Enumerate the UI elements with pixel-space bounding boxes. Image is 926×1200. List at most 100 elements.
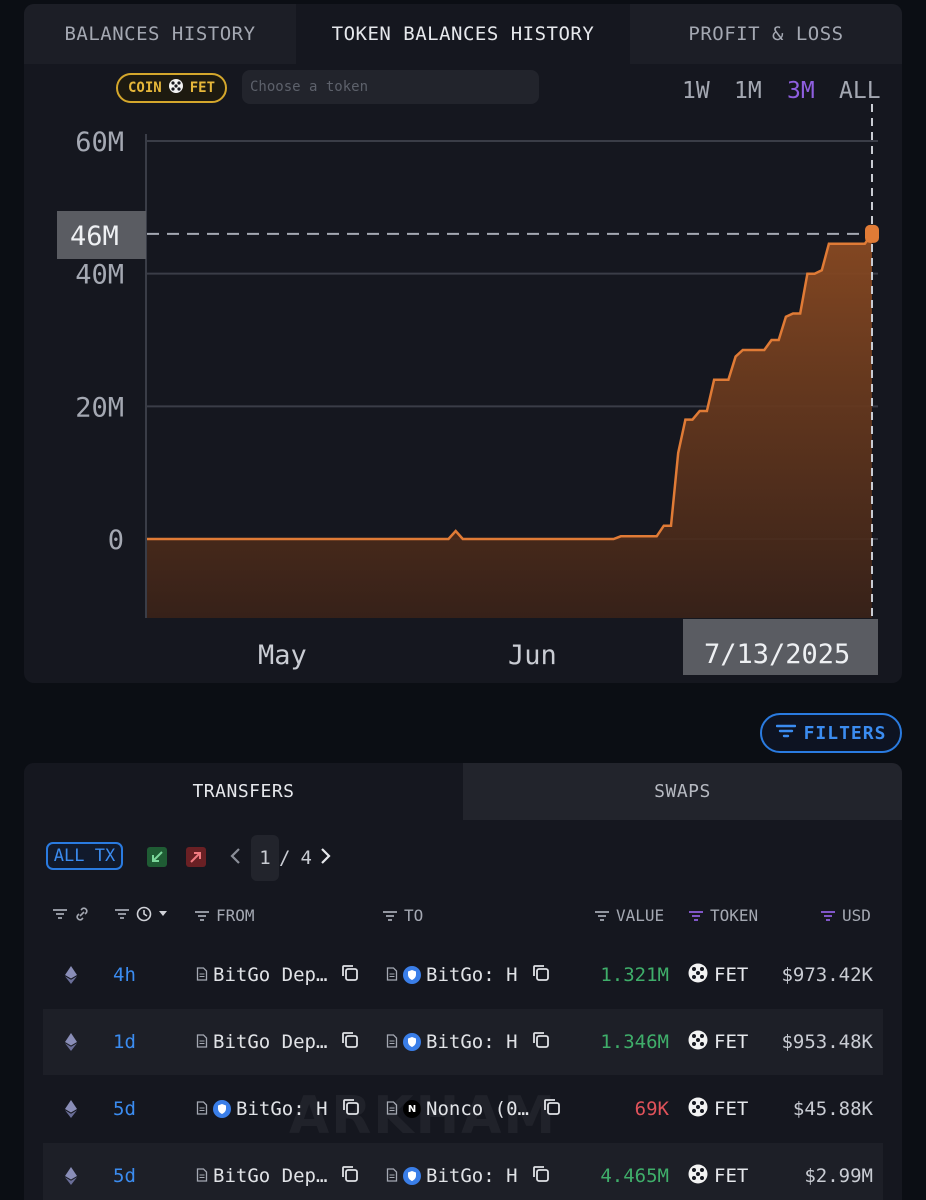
range-3m[interactable]: 3M — [787, 78, 815, 104]
ethereum-icon — [65, 1009, 77, 1075]
from-address-label: BitGo Dep… — [213, 1031, 328, 1053]
fet-token-icon — [688, 963, 708, 988]
contract-icon — [196, 1098, 208, 1120]
y-tick-label: 40M — [75, 260, 124, 291]
from-column-header[interactable]: FROM — [194, 906, 255, 925]
chevron-right-icon[interactable] — [320, 847, 332, 870]
copy-icon[interactable] — [341, 1097, 361, 1122]
table-row[interactable]: 4h BitGo Dep… BitGo: H 1.321M FET $973.42K — [43, 942, 883, 1008]
token-symbol: FET — [714, 1165, 749, 1187]
entity-shield-icon — [403, 1167, 421, 1185]
contract-icon — [196, 964, 208, 986]
token-search-input[interactable] — [242, 70, 539, 104]
table-row[interactable]: 5d BitGo: H N Nonco (0… 69K FET $45.88K — [43, 1076, 883, 1142]
to-column-header[interactable]: TO — [382, 906, 423, 925]
usd-column-header[interactable]: USD — [820, 906, 871, 925]
token-cell[interactable]: FET — [688, 1009, 748, 1075]
ethereum-icon — [65, 1076, 77, 1142]
total-pages: 4 — [300, 847, 312, 869]
token-symbol: FET — [714, 1098, 749, 1120]
contract-icon — [196, 1031, 208, 1053]
balance-area — [147, 233, 872, 618]
filters-button[interactable]: FILTERS — [760, 713, 902, 753]
tab-transfers[interactable]: TRANSFERS — [24, 763, 463, 820]
x-label-may: May — [258, 640, 307, 671]
to-address-label: BitGo: H — [426, 1031, 518, 1053]
to-address[interactable]: BitGo: H — [386, 1009, 551, 1075]
tab-swaps[interactable]: SWAPS — [463, 763, 902, 820]
pagination: 1 / 4 — [229, 835, 332, 881]
to-address-label: BitGo: H — [426, 1165, 518, 1187]
from-address-label: BitGo Dep… — [213, 964, 328, 986]
range-1w[interactable]: 1W — [682, 78, 710, 104]
table-row[interactable]: 5d BitGo Dep… BitGo: H 4.465M FET $2.99M — [43, 1143, 883, 1200]
table-row[interactable]: 1d BitGo Dep… BitGo: H 1.346M FET $953.48K — [43, 1009, 883, 1075]
token-cell[interactable]: FET — [688, 1076, 748, 1142]
from-address-label: BitGo: H — [236, 1098, 328, 1120]
usd-value: $953.48K — [781, 1031, 873, 1053]
tx-age-link[interactable]: 4h — [113, 964, 136, 986]
outflow-filter-icon[interactable] — [186, 847, 206, 867]
to-address[interactable]: N Nonco (0… — [386, 1076, 562, 1142]
copy-icon[interactable] — [531, 1164, 551, 1189]
balance-line — [147, 233, 874, 541]
tab-profit-loss[interactable]: PROFIT & LOSS — [630, 4, 902, 64]
token-cell[interactable]: FET — [688, 1143, 748, 1200]
token-header-label: TOKEN — [710, 906, 759, 925]
entity-shield-icon — [403, 966, 421, 984]
to-header-label: TO — [404, 906, 424, 925]
range-all[interactable]: ALL — [839, 78, 881, 104]
transfer-tabs: TRANSFERS SWAPS — [24, 763, 902, 820]
from-address[interactable]: BitGo Dep… — [196, 942, 360, 1008]
filter-icon — [115, 909, 129, 919]
hover-value-label: 46M — [70, 221, 119, 252]
transfer-value: 4.465M — [600, 1165, 669, 1187]
link-column-header[interactable] — [52, 906, 90, 922]
filter-icon — [53, 909, 67, 919]
chevron-left-icon[interactable] — [229, 847, 251, 870]
tab-token-balances-history[interactable]: TOKEN BALANCES HISTORY — [296, 4, 630, 64]
inflow-filter-icon[interactable] — [147, 847, 167, 867]
to-address-label: BitGo: H — [426, 964, 518, 986]
hover-value-box — [57, 211, 146, 259]
entity-shield-icon — [213, 1100, 231, 1118]
tab-balances-history[interactable]: BALANCES HISTORY — [24, 4, 296, 64]
hover-point — [865, 224, 879, 243]
copy-icon[interactable] — [531, 1030, 551, 1055]
usd-value: $45.88K — [792, 1098, 873, 1120]
copy-icon[interactable] — [340, 963, 360, 988]
tx-age-link[interactable]: 1d — [113, 1031, 136, 1053]
copy-icon[interactable] — [542, 1097, 562, 1122]
hover-date-label: 7/13/2025 — [704, 639, 850, 670]
arkham-watermark: ARKHAM — [289, 1086, 558, 1146]
time-column-header[interactable] — [114, 906, 168, 922]
entity-n-icon: N — [403, 1100, 421, 1118]
contract-icon — [386, 1031, 398, 1053]
coin-filter-badge[interactable]: COIN FET — [116, 73, 228, 103]
ethereum-icon — [65, 942, 77, 1008]
tx-age-link[interactable]: 5d — [113, 1098, 136, 1120]
tx-age-link[interactable]: 5d — [113, 1165, 136, 1187]
token-cell[interactable]: FET — [688, 942, 748, 1008]
fet-token-icon — [168, 78, 184, 98]
to-address[interactable]: BitGo: H — [386, 942, 551, 1008]
token-column-header[interactable]: TOKEN — [688, 906, 758, 925]
usd-header-label: USD — [842, 906, 871, 925]
from-address[interactable]: BitGo Dep… — [196, 1143, 360, 1200]
from-address[interactable]: BitGo: H — [196, 1076, 361, 1142]
copy-icon[interactable] — [340, 1030, 360, 1055]
balance-area-chart[interactable]: 0 20M 40M 60M 46M May Jun 7/13/2025 — [24, 4, 902, 683]
to-address[interactable]: BitGo: H — [386, 1143, 551, 1200]
from-address[interactable]: BitGo Dep… — [196, 1009, 360, 1075]
current-page[interactable]: 1 — [251, 835, 279, 881]
coin-badge-prefix: COIN — [128, 80, 162, 96]
to-address-label: Nonco (0… — [426, 1098, 529, 1120]
hover-date-box — [683, 619, 878, 675]
all-tx-filter[interactable]: ALL TX — [46, 842, 123, 870]
value-header-label: VALUE — [616, 906, 665, 925]
range-1m[interactable]: 1M — [734, 78, 762, 104]
value-column-header[interactable]: VALUE — [594, 906, 664, 925]
copy-icon[interactable] — [531, 963, 551, 988]
from-header-label: FROM — [216, 906, 255, 925]
copy-icon[interactable] — [340, 1164, 360, 1189]
